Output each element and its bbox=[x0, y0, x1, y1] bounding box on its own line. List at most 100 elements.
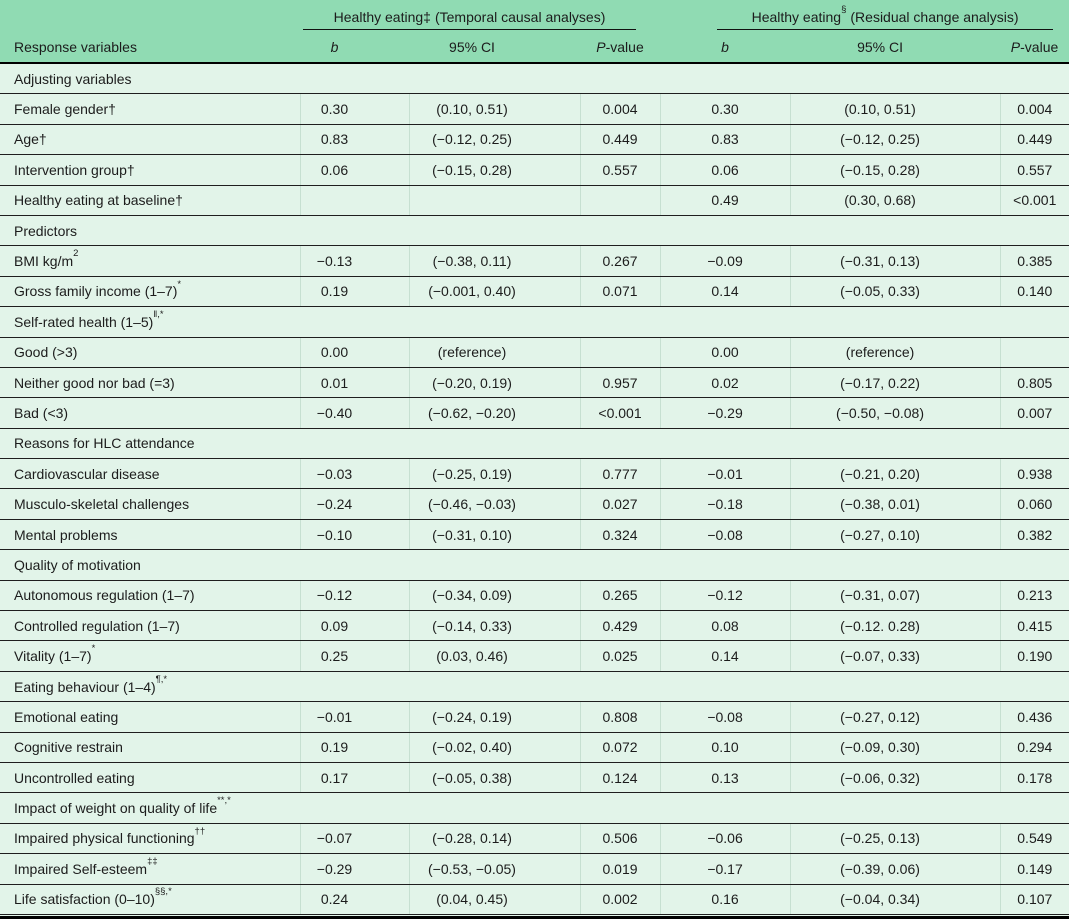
row-label: Bad (<3) bbox=[0, 397, 300, 429]
ci-left-cell: (0.10, 0.51) bbox=[408, 93, 580, 125]
data-row: Intervention group† 0.06 (−0.15, 0.28) 0.55… bbox=[0, 154, 1069, 186]
row-label: Uncontrolled eating bbox=[0, 762, 300, 794]
ci-right-cell: (−0.31, 0.13) bbox=[789, 245, 1001, 277]
section-row: Adjusting variables bbox=[0, 63, 1069, 95]
ci-left-cell: (−0.34, 0.09) bbox=[408, 580, 580, 612]
p-left-cell bbox=[579, 337, 661, 368]
ci-right-cell: (reference) bbox=[789, 337, 1001, 368]
ci-right-cell: (−0.21, 0.20) bbox=[789, 458, 1001, 490]
footnote-marker: ‡‡ bbox=[147, 855, 158, 867]
b-left-cell: −0.13 bbox=[299, 245, 409, 277]
ci-left-cell: (0.03, 0.46) bbox=[408, 640, 580, 672]
data-row: Neither good nor bad (=3) 0.01 (−0.20, 0.1… bbox=[0, 367, 1069, 399]
ci-right-cell: (−0.04, 0.34) bbox=[789, 884, 1001, 915]
p-right-cell: 0.178 bbox=[999, 762, 1069, 794]
data-row: Controlled regulation (1–7) 0.09 (−0.14, 0… bbox=[0, 610, 1069, 642]
row-label: Musculo-skeletal challenges bbox=[0, 488, 300, 520]
ci-right-cell: (−0.05, 0.33) bbox=[789, 276, 1001, 308]
section-label: Quality of motivation bbox=[0, 549, 1069, 581]
p-left-cell: 0.071 bbox=[579, 276, 661, 308]
b-left-cell: −0.24 bbox=[299, 488, 409, 520]
double-dagger-marker: ‡ bbox=[423, 8, 431, 25]
section-row: Reasons for HLC attendance bbox=[0, 428, 1069, 460]
data-row: Cardiovascular disease −0.03 (−0.25, 0.19)… bbox=[0, 458, 1069, 490]
p-left-cell: 0.777 bbox=[579, 458, 661, 490]
section-label: Reasons for HLC attendance bbox=[0, 428, 1069, 460]
p-left-cell: 0.557 bbox=[579, 154, 661, 186]
section-label: Impact of weight on quality of life**,* bbox=[0, 792, 1069, 824]
p-right-cell: 0.007 bbox=[999, 397, 1069, 429]
p-right-cell bbox=[999, 337, 1069, 368]
p-left-cell: 0.324 bbox=[579, 519, 661, 551]
footnote-marker: ¶,* bbox=[155, 673, 168, 685]
group-header-residual: Healthy eating§ (Residual change analysis… bbox=[660, 0, 1069, 32]
row-label: Neither good nor bad (=3) bbox=[0, 367, 300, 399]
ci-left-cell: (−0.28, 0.14) bbox=[408, 823, 580, 855]
data-row: Gross family income (1–7)* 0.19 (−0.001, 0… bbox=[0, 276, 1069, 308]
p-right-cell: 0.549 bbox=[999, 823, 1069, 855]
data-row: Emotional eating −0.01 (−0.24, 0.19) 0.808−… bbox=[0, 701, 1069, 733]
b-left-cell: 0.06 bbox=[299, 154, 409, 186]
section-label: Self-rated health (1–5)‖,* bbox=[0, 306, 1069, 338]
footnote-marker: * bbox=[91, 643, 96, 655]
p-right-cell: 0.382 bbox=[999, 519, 1069, 551]
row-label: Cognitive restrain bbox=[0, 732, 300, 763]
row-label: BMI kg/m2 bbox=[0, 245, 300, 277]
p-left-cell: 0.004 bbox=[579, 93, 661, 125]
ci-left-cell: (−0.38, 0.11) bbox=[408, 245, 580, 277]
b-right-cell: −0.29 bbox=[659, 397, 791, 429]
b-right-cell: 0.30 bbox=[659, 93, 791, 125]
row-label: Impaired Self-esteem‡‡ bbox=[0, 853, 300, 885]
row-label: Healthy eating at baseline† bbox=[0, 185, 300, 216]
p-left-cell: 0.449 bbox=[579, 124, 661, 156]
ci-left-cell: (−0.31, 0.10) bbox=[408, 519, 580, 551]
b-right-cell: 0.14 bbox=[659, 640, 791, 672]
ci-right-cell: (−0.09, 0.30) bbox=[789, 732, 1001, 763]
row-label: Cardiovascular disease bbox=[0, 458, 300, 490]
ci-left-cell bbox=[408, 185, 580, 216]
ci-left-cell: (−0.25, 0.19) bbox=[408, 458, 580, 490]
p-left-cell: 0.429 bbox=[579, 610, 661, 642]
ci-header-right: 95% CI bbox=[790, 32, 1001, 64]
b-right-cell: 0.10 bbox=[659, 732, 791, 763]
ci-right-cell: (−0.50, −0.08) bbox=[789, 397, 1001, 429]
b-left-cell: 0.00 bbox=[299, 337, 409, 368]
spanner-rule-right bbox=[717, 28, 1054, 31]
b-right-cell: 0.14 bbox=[659, 276, 791, 308]
p-right-cell: 0.385 bbox=[999, 245, 1069, 277]
data-row: Healthy eating at baseline† 0.49 (0.30, 0.… bbox=[0, 185, 1069, 216]
data-row: Mental problems −0.10 (−0.31, 0.10) 0.324 −0… bbox=[0, 519, 1069, 551]
row-label: Vitality (1–7)* bbox=[0, 640, 300, 672]
p-left-cell: 0.265 bbox=[579, 580, 661, 612]
b-left-cell: 0.19 bbox=[299, 276, 409, 308]
ci-left-cell: (−0.46, −0.03) bbox=[408, 488, 580, 520]
row-label: Life satisfaction (0–10)§§,* bbox=[0, 884, 300, 915]
ci-left-cell: (−0.15, 0.28) bbox=[408, 154, 580, 186]
p-right-cell: 0.060 bbox=[999, 488, 1069, 520]
row-label: Good (>3) bbox=[0, 337, 300, 368]
b-right-cell: −0.06 bbox=[659, 823, 791, 855]
b-left-cell: 0.30 bbox=[299, 93, 409, 125]
b-left-cell: −0.40 bbox=[299, 397, 409, 429]
ci-left-cell: (−0.02, 0.40) bbox=[408, 732, 580, 763]
footnote-marker: 2 bbox=[73, 248, 79, 260]
ci-left-cell: (−0.12, 0.25) bbox=[408, 124, 580, 156]
corner-cell bbox=[0, 0, 300, 32]
ci-right-cell: (−0.38, 0.01) bbox=[789, 488, 1001, 520]
data-row: BMI kg/m2 −0.13 (−0.38, 0.11) 0.267 −0.09 (−0… bbox=[0, 245, 1069, 277]
ci-left-cell: (0.04, 0.45) bbox=[408, 884, 580, 915]
b-left-cell: −0.29 bbox=[299, 853, 409, 885]
b-right-cell: 0.83 bbox=[659, 124, 791, 156]
p-right-cell: <0.001 bbox=[999, 185, 1069, 216]
data-row: Life satisfaction (0–10)§§,* 0.24 (0.04, 0… bbox=[0, 884, 1069, 915]
section-row: Self-rated health (1–5)‖,* bbox=[0, 306, 1069, 338]
ci-right-cell: (−0.12, 0.25) bbox=[789, 124, 1001, 156]
b-left-cell: −0.01 bbox=[299, 701, 409, 733]
ci-right-cell: (−0.39, 0.06) bbox=[789, 853, 1001, 885]
section-sign-marker: § bbox=[841, 3, 847, 15]
data-row: Vitality (1–7)* 0.25 (0.03, 0.46) 0.025 0.14… bbox=[0, 640, 1069, 672]
p-left-cell: 0.002 bbox=[579, 884, 661, 915]
p-left-cell: 0.267 bbox=[579, 245, 661, 277]
ci-header-left: 95% CI bbox=[409, 32, 580, 64]
row-label: Impaired physical functioning†† bbox=[0, 823, 300, 855]
